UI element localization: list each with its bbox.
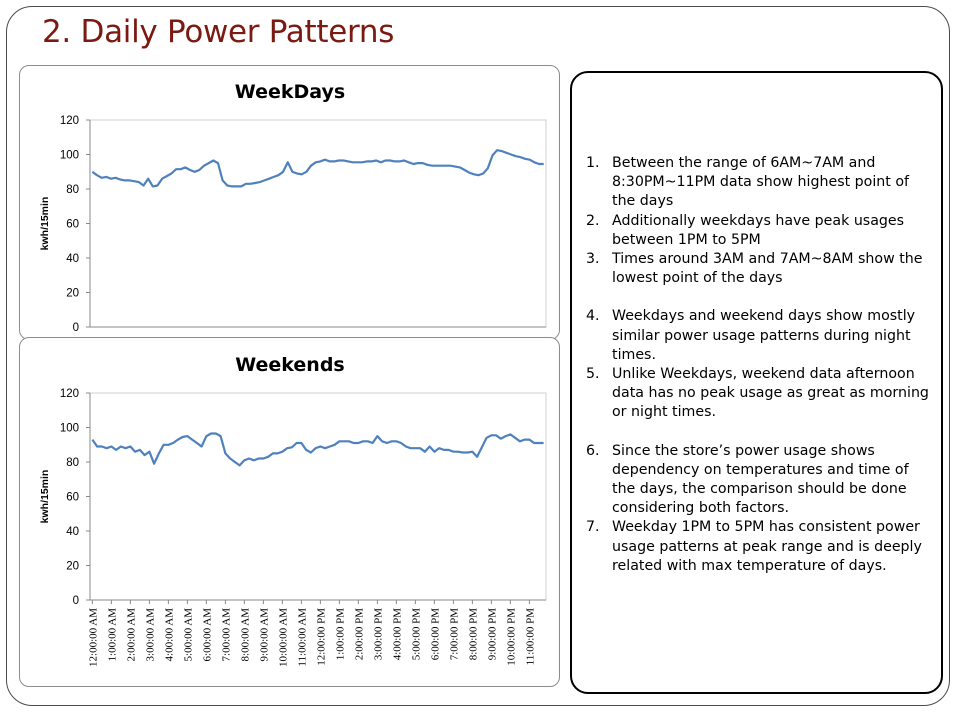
- notes-box: 1. Between the range of 6AM~7AM and 8:30P…: [570, 71, 943, 694]
- series-line: [91, 432, 544, 467]
- y-axis-label: kwh/15min: [39, 470, 51, 524]
- notes-spacer: [586, 288, 931, 307]
- y-axis-label: kwh/15min: [39, 197, 51, 251]
- x-tick-label: 11:00:00 PM: [524, 608, 536, 666]
- x-tick-label: 4:00:00 PM: [391, 608, 403, 660]
- chart-title: WeekDays: [235, 81, 345, 103]
- y-tick-label: 0: [73, 322, 79, 334]
- note-number: 4.: [586, 308, 600, 325]
- y-tick-label: 0: [73, 595, 79, 607]
- y-tick-label: 120: [60, 388, 79, 400]
- x-tick-label: 1:00:00 AM: [106, 608, 118, 662]
- x-tick-label: 12:00:00 AM: [87, 608, 99, 667]
- note-text: Additionally weekdays have peak usages b…: [612, 212, 905, 248]
- y-tick-label: 20: [66, 288, 79, 300]
- chart-title: Weekends: [235, 354, 345, 376]
- y-tick-label: 40: [66, 526, 79, 538]
- weekends-line-chart: Weekends 0 20 40 60 80 100 120 kwh/15min 12:00:00…: [39, 354, 547, 667]
- y-tick-label: 80: [66, 457, 79, 469]
- x-tick-label: 1:00:00 PM: [334, 608, 346, 660]
- x-tick-label: 9:00:00 PM: [486, 608, 498, 660]
- x-tick-label: 5:00:00 AM: [182, 608, 194, 662]
- note-number: 6.: [586, 442, 600, 459]
- note-item: 5. Unlike Weekdays, weekend data afternoo…: [586, 365, 931, 423]
- plot-area: [89, 392, 547, 601]
- note-number: 2.: [586, 212, 600, 229]
- x-tick-label: 3:00:00 PM: [372, 608, 384, 660]
- weekends-chart-panel: Weekends 0 20 40 60 80 100 120 kwh/15min 12:00:00…: [19, 337, 560, 687]
- y-tick-label: 40: [66, 253, 79, 265]
- series-line: [91, 149, 544, 188]
- notes-list: 1. Between the range of 6AM~7AM and 8:30P…: [586, 154, 931, 576]
- x-tick-label: 6:00:00 PM: [429, 608, 441, 660]
- slide-title: 2. Daily Power Patterns: [42, 14, 395, 50]
- note-number: 1.: [586, 155, 600, 171]
- notes-spacer: [586, 423, 931, 442]
- y-tick-label: 120: [60, 115, 79, 127]
- note-text: Weekdays and weekend days show mostly si…: [612, 308, 916, 363]
- note-item: 4. Weekdays and weekend days show mostly …: [586, 307, 931, 365]
- x-tick-label: 12:00:00 PM: [315, 608, 327, 666]
- x-tick-label: 4:00:00 AM: [163, 608, 175, 662]
- x-tick-label: 10:00:00 AM: [277, 608, 289, 667]
- y-tick-label: 60: [66, 492, 79, 504]
- note-text: Since the store’s power usage shows depe…: [612, 442, 909, 517]
- x-tick-label: 8:00:00 PM: [467, 608, 479, 660]
- y-tick-label: 80: [66, 184, 79, 196]
- x-tick-label: 7:00:00 PM: [448, 608, 460, 660]
- x-tick-label: 10:00:00 PM: [505, 608, 517, 666]
- weekdays-chart-panel: WeekDays 0 20 40 60 80 100 120 kwh/15min: [19, 65, 560, 340]
- note-text: Between the range of 6AM~7AM and 8:30PM~…: [612, 155, 910, 210]
- x-tick-label: 2:00:00 PM: [353, 608, 365, 660]
- note-number: 7.: [586, 519, 600, 536]
- weekdays-line-chart: WeekDays 0 20 40 60 80 100 120 kwh/15min: [39, 81, 547, 334]
- plot-area: [89, 119, 547, 328]
- x-tick-label: 5:00:00 PM: [410, 608, 422, 660]
- note-text: Unlike Weekdays, weekend data afternoon …: [612, 366, 929, 421]
- x-tick-label: 6:00:00 AM: [201, 608, 213, 662]
- note-item: 3. Times around 3AM and 7AM~8AM show the …: [586, 250, 931, 288]
- x-tick-label: 9:00:00 AM: [258, 608, 270, 662]
- x-tick-label: 3:00:00 AM: [144, 608, 156, 662]
- y-tick-label: 20: [66, 561, 79, 573]
- x-tick-label: 2:00:00 AM: [125, 608, 137, 662]
- x-tick-label: 11:00:00 AM: [296, 608, 308, 667]
- y-tick-label: 100: [60, 150, 79, 162]
- note-text: Weekday 1PM to 5PM has consistent power …: [612, 519, 922, 574]
- note-item: 2. Additionally weekdays have peak usages…: [586, 212, 931, 250]
- x-tick-label: 8:00:00 AM: [239, 608, 251, 662]
- note-text: Times around 3AM and 7AM~8AM show the lo…: [612, 251, 923, 287]
- note-item: 1. Between the range of 6AM~7AM and 8:30P…: [586, 154, 931, 212]
- x-tick-label: 7:00:00 AM: [220, 608, 232, 662]
- note-item: 6. Since the store’s power usage shows d…: [586, 442, 931, 519]
- note-item: 7. Weekday 1PM to 5PM has consistent powe…: [586, 518, 931, 576]
- note-number: 5.: [586, 366, 600, 383]
- y-tick-label: 60: [66, 219, 79, 231]
- note-number: 3.: [586, 251, 600, 268]
- y-tick-label: 100: [60, 423, 79, 435]
